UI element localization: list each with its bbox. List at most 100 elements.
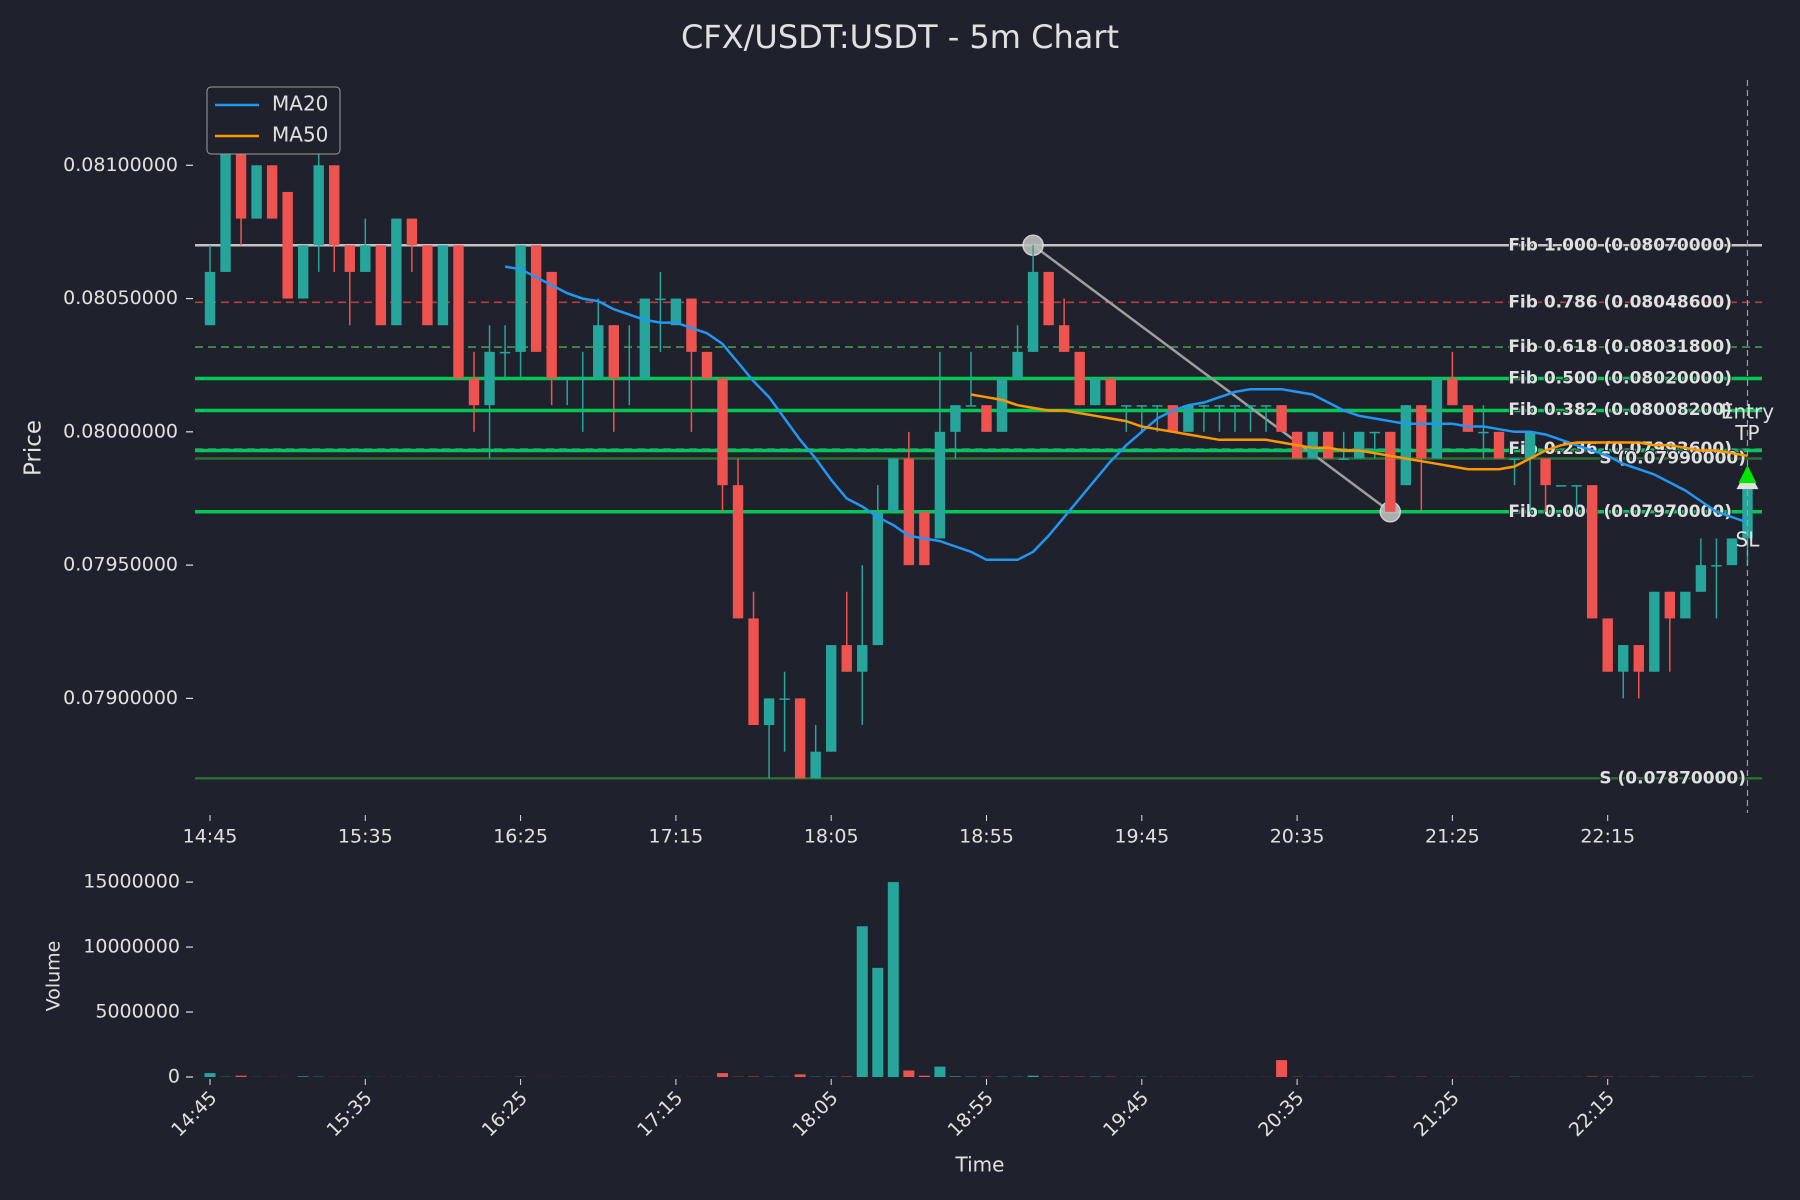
x-tick-label: 18:55 <box>959 826 1014 848</box>
ma-line <box>970 393 1748 471</box>
y-tick-label: 0.07950000 <box>63 554 178 576</box>
candle-body <box>1167 405 1179 432</box>
x-tick-label: 22:15 <box>1580 826 1635 848</box>
candle-body <box>1664 591 1676 619</box>
y-axis-label: Price <box>21 420 47 476</box>
candle-body <box>515 245 526 352</box>
candle-body <box>608 325 619 379</box>
candle-body <box>468 378 480 406</box>
candle-body <box>282 191 293 299</box>
candle-body <box>1090 378 1101 406</box>
candle-body <box>1540 458 1551 486</box>
candle-body <box>1555 485 1567 487</box>
candle-body <box>1400 405 1412 486</box>
volume-bar <box>297 1076 309 1077</box>
level-label: S (0.07870000) <box>1599 768 1746 788</box>
volume-bar <box>716 1073 728 1077</box>
candle-body <box>965 405 977 407</box>
candle-body <box>1524 431 1536 459</box>
candle-body <box>391 218 402 326</box>
candle-body <box>872 511 883 646</box>
candle-body <box>934 431 946 539</box>
x-tick-label: 16:25 <box>493 826 548 848</box>
ma-line <box>504 265 1748 562</box>
candle-body <box>857 645 868 672</box>
y-tick-label: 0.08100000 <box>63 154 178 176</box>
level-label: Fib 0.786 (0.08048600) <box>1508 292 1732 312</box>
y-tick-label: 0.08000000 <box>63 420 178 442</box>
volume-x-tick-label: 18:05 <box>788 1087 842 1141</box>
candle-body <box>1633 645 1644 672</box>
volume-bar <box>903 1070 915 1077</box>
candle-body <box>235 138 247 219</box>
candle-body <box>561 378 573 381</box>
x-tick-label: 20:35 <box>1270 826 1325 848</box>
level-label: Fib 0.000 (0.07970000) <box>1508 502 1732 522</box>
legend-label: MA50 <box>272 123 328 147</box>
candle-body <box>888 458 899 512</box>
candle-body <box>484 351 495 406</box>
candle-body <box>1369 431 1380 434</box>
candle-body <box>220 111 231 272</box>
x-axis-label: Time <box>955 1153 1005 1177</box>
candle-body <box>903 458 915 566</box>
candle-body <box>251 165 262 219</box>
x-tick-label: 15:35 <box>338 826 393 848</box>
volume-x-tick-label: 17:15 <box>633 1087 687 1141</box>
candle-body <box>530 245 542 352</box>
candle-body <box>1385 431 1396 512</box>
candle-body <box>1214 405 1225 407</box>
candle-body <box>826 645 837 752</box>
volume-axis-label: Volume <box>43 941 65 1012</box>
candle-body <box>453 245 464 379</box>
volume-bar <box>204 1073 216 1077</box>
volume-bar <box>934 1066 946 1077</box>
volume-bar <box>794 1074 806 1077</box>
candle-body <box>1043 271 1054 326</box>
candle-body <box>1462 405 1474 432</box>
volume-bar <box>235 1075 247 1077</box>
candle-body <box>639 298 651 379</box>
candle-body <box>794 698 806 779</box>
candle-body <box>204 271 216 326</box>
candle-body <box>1447 378 1458 406</box>
candle-body <box>1649 591 1660 672</box>
candle-body <box>1711 565 1722 567</box>
legend-label: MA20 <box>272 92 328 116</box>
candle-body <box>981 405 992 432</box>
candle-body <box>624 378 635 381</box>
volume-bar <box>872 967 884 1077</box>
x-tick-label: 14:45 <box>183 826 238 848</box>
candle-body <box>1307 431 1318 459</box>
y-tick-label: 0.07900000 <box>63 687 178 709</box>
candle-body <box>1354 431 1365 459</box>
volume-bar <box>949 1076 961 1077</box>
volume-bar <box>856 926 868 1077</box>
trade-marker: TP <box>1734 421 1759 445</box>
volume-bar <box>1276 1060 1288 1077</box>
volume-x-tick-label: 15:35 <box>322 1087 376 1141</box>
volume-x-tick-label: 22:15 <box>1565 1087 1619 1141</box>
volume-tick-label: 10000000 <box>83 936 180 958</box>
candle-body <box>422 245 433 326</box>
x-tick-label: 17:15 <box>649 826 704 848</box>
candle-body <box>1493 431 1505 459</box>
candle-body <box>360 245 371 272</box>
candle-body <box>686 298 697 352</box>
candle-body <box>748 618 759 726</box>
candle-body <box>1586 485 1598 619</box>
volume-bar <box>918 1075 930 1077</box>
level-label: Fib 0.500 (0.08020000) <box>1508 369 1732 389</box>
volume-tick-label: 5000000 <box>95 1001 180 1023</box>
volume-tick-label: 0 <box>168 1066 180 1088</box>
volume-x-tick-label: 19:45 <box>1099 1087 1153 1141</box>
x-tick-label: 19:45 <box>1114 826 1169 848</box>
candle-body <box>701 351 713 379</box>
level-label: S (0.07990000) <box>1599 448 1746 468</box>
candle-body <box>1602 618 1613 672</box>
candle-body <box>810 751 821 779</box>
candle-body <box>1571 485 1582 487</box>
candle-body <box>732 485 744 619</box>
level-label: Fib 0.382 (0.08008200) <box>1508 400 1732 420</box>
